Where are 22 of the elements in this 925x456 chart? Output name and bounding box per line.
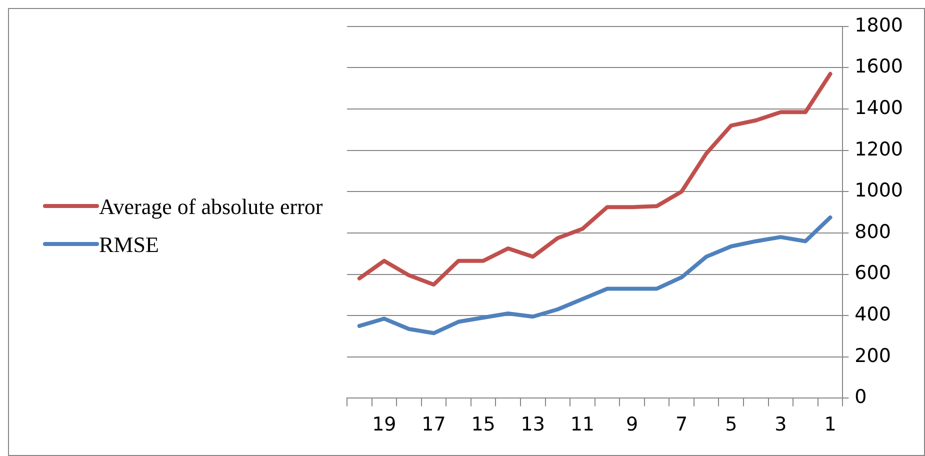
y-tick-label: 1400 <box>854 96 904 119</box>
y-tick-label: 1200 <box>854 138 904 160</box>
y-tick-label: 400 <box>854 304 891 326</box>
x-tick-label: 13 <box>520 414 545 436</box>
y-tick-label: 0 <box>854 386 867 408</box>
x-tick-label: 15 <box>471 414 496 436</box>
x-tick-label: 19 <box>372 414 396 436</box>
x-tick-label: 9 <box>626 414 638 436</box>
legend-label: Average of absolute error <box>99 194 324 220</box>
x-tick-label: 3 <box>774 414 787 436</box>
x-tick-label: 7 <box>676 414 688 436</box>
y-tick-label: 200 <box>854 344 891 367</box>
x-tick-label: 17 <box>422 414 446 436</box>
x-tick-label: 5 <box>725 414 738 436</box>
x-tick-label: 1 <box>824 414 836 436</box>
y-tick-label: 1000 <box>854 180 904 202</box>
y-tick-label: 1600 <box>854 56 904 78</box>
y-tick-label: 1800 <box>854 14 904 36</box>
x-tick-label: 11 <box>570 414 595 436</box>
legend-label: RMSE <box>99 232 160 258</box>
y-tick-label: 800 <box>854 220 891 243</box>
y-tick-label: 600 <box>854 262 891 284</box>
